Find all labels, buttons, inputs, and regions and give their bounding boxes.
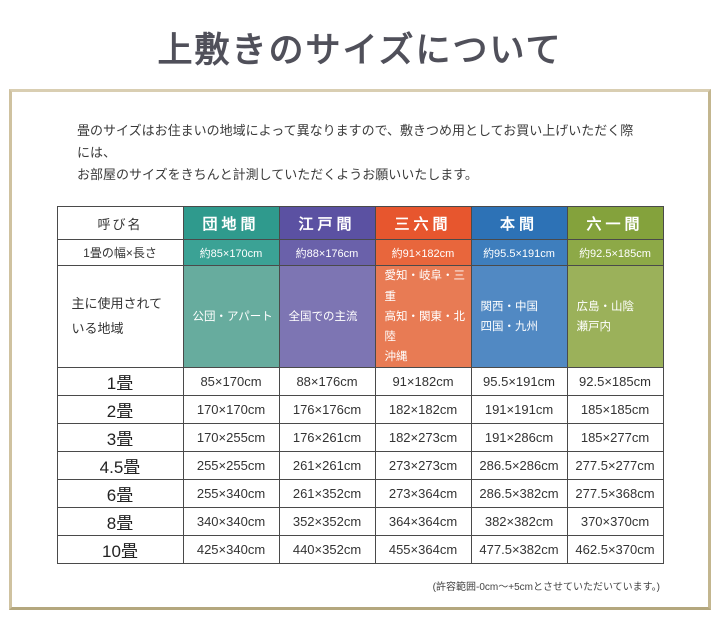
width-cell-sanrokuma: 約91×182cm: [374, 239, 472, 267]
table-row: 8畳 340×340cm 352×352cm 364×364cm 382×382…: [56, 507, 664, 537]
size-cell: 182×182cm: [374, 395, 472, 425]
size-cell: 182×273cm: [374, 423, 472, 453]
tatami-size-table: 呼び名 団地間 江戸間 三六間 本間 六一間 1畳の幅×長さ 約85×170cm…: [56, 206, 664, 565]
size-cell: 273×364cm: [374, 479, 472, 509]
size-cell: 455×364cm: [374, 535, 472, 565]
row-label: 6畳: [56, 479, 184, 509]
column-header-rokuichima: 六一間: [566, 206, 664, 241]
table-row: 4.5畳 255×255cm 261×261cm 273×273cm 286.5…: [56, 451, 664, 481]
size-cell: 176×176cm: [278, 395, 376, 425]
row-label: 4.5畳: [56, 451, 184, 481]
size-cell: 352×352cm: [278, 507, 376, 537]
size-cell: 277.5×368cm: [566, 479, 664, 509]
row-label: 1畳: [56, 367, 184, 397]
size-cell: 370×370cm: [566, 507, 664, 537]
width-cell-rokuichima: 約92.5×185cm: [566, 239, 664, 267]
size-cell: 286.5×382cm: [470, 479, 568, 509]
row-label: 8畳: [56, 507, 184, 537]
table-row: 10畳 425×340cm 440×352cm 455×364cm 477.5×…: [56, 535, 664, 565]
size-cell: 185×277cm: [566, 423, 664, 453]
size-cell: 191×286cm: [470, 423, 568, 453]
table-header-row: 呼び名 団地間 江戸間 三六間 本間 六一間: [56, 206, 664, 241]
size-cell: 477.5×382cm: [470, 535, 568, 565]
region-row: 主に使用されて いる地域 公団・アパート 全国での主流 愛知・岐阜・三重 高知・…: [56, 265, 664, 369]
row-label: 10畳: [56, 535, 184, 565]
column-header-sanrokuma: 三六間: [374, 206, 472, 241]
table-row: 2畳 170×170cm 176×176cm 182×182cm 191×191…: [56, 395, 664, 425]
size-cell: 286.5×286cm: [470, 451, 568, 481]
column-header-honma: 本間: [470, 206, 568, 241]
mat-width-row: 1畳の幅×長さ 約85×170cm 約88×176cm 約91×182cm 約9…: [56, 239, 664, 267]
size-cell: 170×255cm: [182, 423, 280, 453]
width-cell-danchima: 約85×170cm: [182, 239, 280, 267]
region-cell-sanrokuma: 愛知・岐阜・三重 高知・関東・北陸 沖縄: [374, 265, 472, 369]
tolerance-note: (許容範囲-0cm～+5cmとさせていただいています。): [432, 582, 660, 594]
row-label: 2畳: [56, 395, 184, 425]
corner-label: 呼び名: [56, 206, 184, 241]
table-row: 1畳 85×170cm 88×176cm 91×182cm 95.5×191cm…: [56, 367, 664, 397]
size-cell: 364×364cm: [374, 507, 472, 537]
row-label-region: 主に使用されて いる地域: [56, 265, 184, 369]
row-label: 3畳: [56, 423, 184, 453]
size-cell: 92.5×185cm: [566, 367, 664, 397]
region-cell-danchima: 公団・アパート: [182, 265, 280, 369]
column-header-edoma: 江戸間: [278, 206, 376, 241]
table-row: 3畳 170×255cm 176×261cm 182×273cm 191×286…: [56, 423, 664, 453]
size-cell: 95.5×191cm: [470, 367, 568, 397]
size-cell: 91×182cm: [374, 367, 472, 397]
size-cell: 261×261cm: [278, 451, 376, 481]
size-cell: 176×261cm: [278, 423, 376, 453]
size-cell: 340×340cm: [182, 507, 280, 537]
table-row: 6畳 255×340cm 261×352cm 273×364cm 286.5×3…: [56, 479, 664, 509]
intro-text: 畳のサイズはお住まいの地域によって異なりますので、敷きつめ用としてお買い上げいた…: [77, 123, 634, 183]
size-cell: 170×170cm: [182, 395, 280, 425]
region-cell-edoma: 全国での主流: [278, 265, 376, 369]
size-cell: 255×255cm: [182, 451, 280, 481]
size-cell: 462.5×370cm: [566, 535, 664, 565]
size-cell: 255×340cm: [182, 479, 280, 509]
size-cell: 382×382cm: [470, 507, 568, 537]
size-cell: 88×176cm: [278, 367, 376, 397]
size-cell: 277.5×277cm: [566, 451, 664, 481]
column-header-danchima: 団地間: [182, 206, 280, 241]
region-cell-honma: 関西・中国 四国・九州: [470, 265, 568, 369]
region-cell-rokuichima: 広島・山陰 瀬戸内: [566, 265, 664, 369]
row-label-width: 1畳の幅×長さ: [56, 239, 184, 267]
size-cell: 261×352cm: [278, 479, 376, 509]
width-cell-honma: 約95.5×191cm: [470, 239, 568, 267]
size-cell: 85×170cm: [182, 367, 280, 397]
width-cell-edoma: 約88×176cm: [278, 239, 376, 267]
content-frame: 畳のサイズはお住まいの地域によって異なりますので、敷きつめ用としてお買い上げいた…: [9, 89, 711, 611]
size-cell: 185×185cm: [566, 395, 664, 425]
size-cell: 425×340cm: [182, 535, 280, 565]
size-cell: 440×352cm: [278, 535, 376, 565]
page-title: 上敷きのサイズについて: [157, 30, 563, 71]
size-cell: 273×273cm: [374, 451, 472, 481]
size-cell: 191×191cm: [470, 395, 568, 425]
